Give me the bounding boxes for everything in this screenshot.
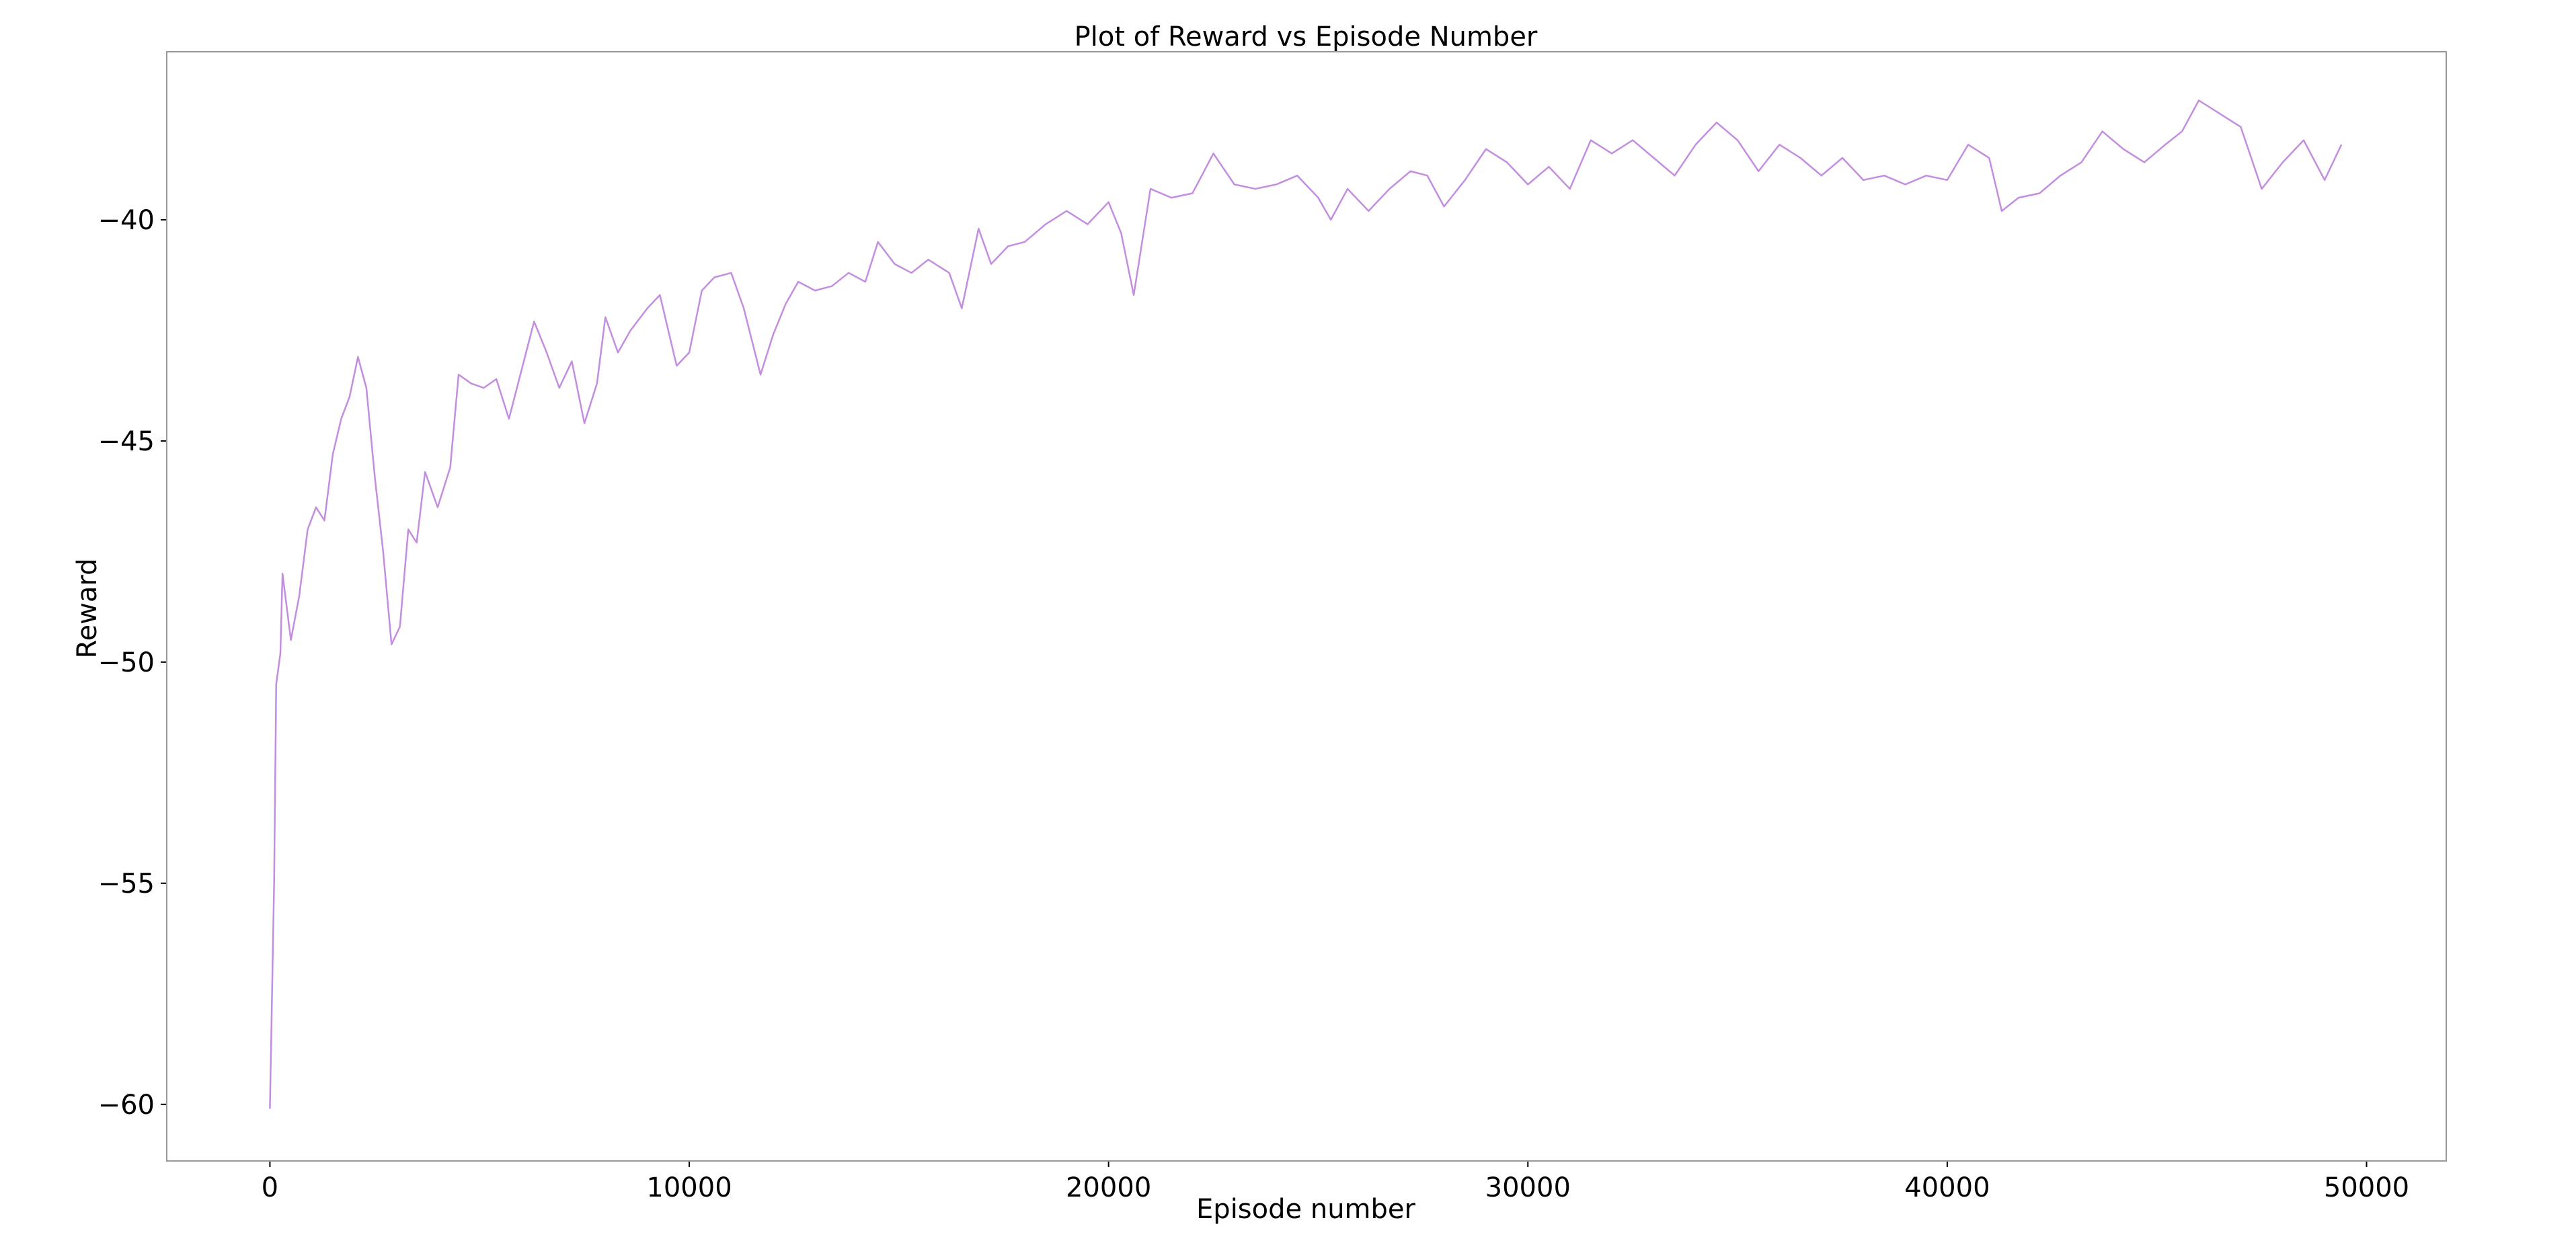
y-tick-label: −55	[98, 869, 155, 899]
data-line	[269, 99, 2343, 1109]
x-tick-label: 10000	[646, 1172, 732, 1203]
y-tick-label: −60	[98, 1090, 155, 1121]
chart-title: Plot of Reward vs Episode Number	[1075, 22, 1538, 52]
x-tick-label: 0	[262, 1172, 278, 1203]
y-tick-label: −45	[98, 426, 155, 457]
x-tick-label: 50000	[2324, 1172, 2409, 1203]
x-tick-label: 40000	[1904, 1172, 1990, 1203]
y-tick-label: −50	[98, 647, 155, 678]
x-axis-label: Episode number	[1196, 1194, 1415, 1225]
x-tick-label: 30000	[1485, 1172, 1571, 1203]
x-tick-label: 20000	[1066, 1172, 1151, 1203]
y-axis-label: Reward	[72, 559, 103, 659]
y-tick-label: −40	[98, 205, 155, 236]
plot-frame	[166, 51, 2447, 1162]
